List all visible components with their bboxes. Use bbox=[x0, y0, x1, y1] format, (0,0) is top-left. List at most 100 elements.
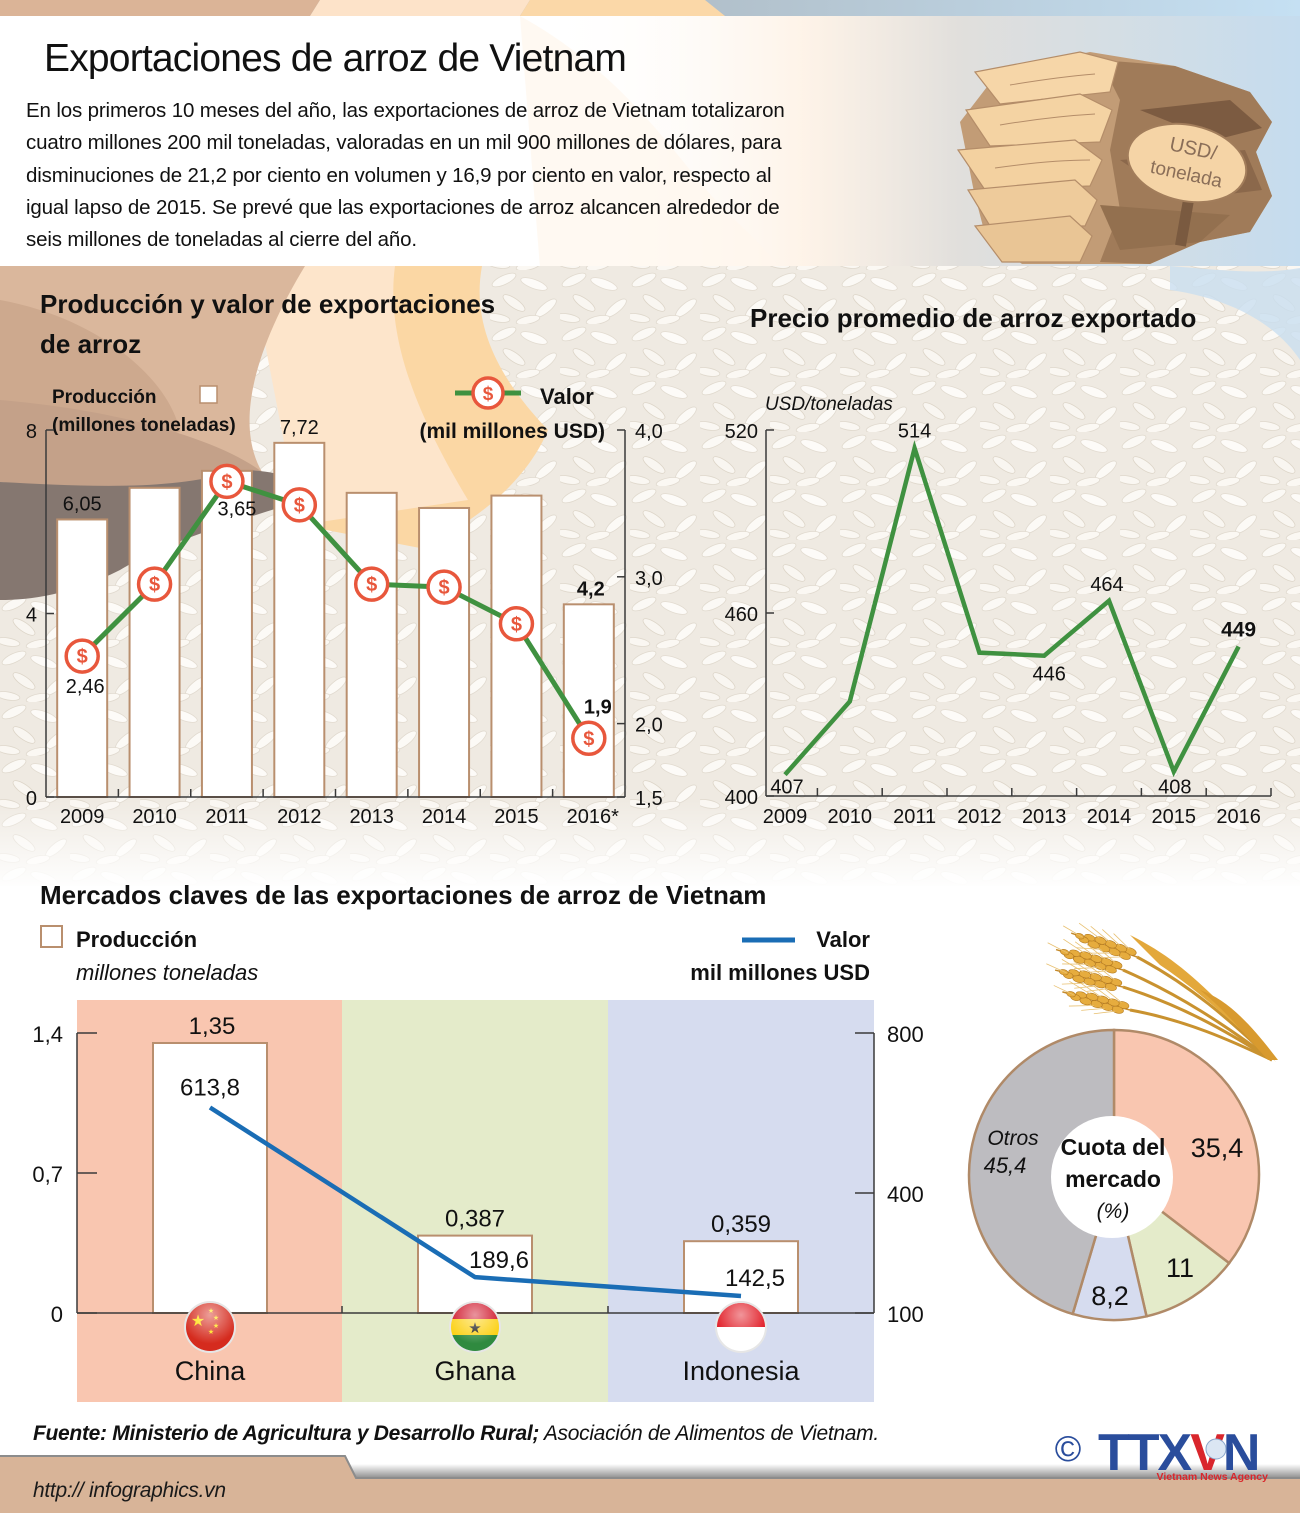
price-value-label: 408 bbox=[1158, 777, 1191, 799]
x-tick: 2014 bbox=[422, 806, 467, 828]
x-tick: 2010 bbox=[828, 806, 873, 828]
line-value-label: 3,65 bbox=[217, 498, 256, 520]
y-tick-right: 3,0 bbox=[635, 568, 663, 590]
svg-text:$: $ bbox=[439, 577, 450, 599]
legend-bar-label: Producción bbox=[76, 927, 197, 952]
price-value-label: 407 bbox=[770, 777, 803, 799]
x-tick: 2016 bbox=[1216, 806, 1261, 828]
intro-paragraph: En los primeros 10 meses del año, las ex… bbox=[26, 95, 785, 256]
y-tick-right: 100 bbox=[887, 1302, 924, 1327]
svg-text:$: $ bbox=[294, 495, 305, 517]
avg-price-chart: Precio promedio de arroz exportado USD/t… bbox=[725, 303, 1272, 828]
legend-bar-unit: millones toneladas bbox=[76, 960, 258, 985]
x-tick: 2009 bbox=[763, 806, 808, 828]
legend-line-label: Valor bbox=[816, 927, 870, 952]
copyright-icon: © bbox=[1055, 1428, 1082, 1469]
market-share-chart: 35,4 11 8,2 45,4 Cuota del mercado (%) Otro… bbox=[967, 1028, 1261, 1322]
slice-value-label: 35,4 bbox=[1191, 1133, 1244, 1163]
logo-text: TTXVN bbox=[1098, 1424, 1258, 1482]
y-tick-left: 0 bbox=[26, 788, 37, 810]
line-value-label: 1,9 bbox=[584, 696, 612, 718]
value-line bbox=[208, 1105, 742, 1299]
source-secondary: Asociación de Alimentos de Vietnam. bbox=[539, 1422, 879, 1445]
bar-value-label: 6,05 bbox=[63, 493, 102, 515]
y-tick-right: 2,0 bbox=[635, 715, 663, 737]
bar-2013 bbox=[345, 491, 398, 798]
y-tick-right: 4,0 bbox=[635, 421, 663, 443]
indonesia-flag-icon bbox=[715, 1301, 767, 1353]
line-value-label: 189,6 bbox=[469, 1247, 529, 1274]
bar-2014 bbox=[418, 506, 471, 798]
slice-value-label: 11 bbox=[1166, 1253, 1194, 1283]
key-markets-plot: 0 0,7 1,4 100 400 800 1,35 0,387 0,359 613,8 189,6… bbox=[32, 1013, 923, 1327]
legend-bar-swatch bbox=[199, 385, 218, 404]
axis-unit-label: USD/toneladas bbox=[765, 394, 893, 415]
x-tick: 2011 bbox=[893, 806, 936, 828]
x-tick: 2012 bbox=[277, 806, 322, 828]
y-tick-left: 8 bbox=[26, 421, 37, 443]
key-markets-chart: Mercados claves de las exportaciones de … bbox=[32, 880, 924, 1402]
price-value-label: 449 bbox=[1221, 619, 1256, 642]
chart-title: Mercados claves de las exportaciones de … bbox=[40, 880, 766, 910]
y-tick-left: 0 bbox=[51, 1302, 63, 1327]
svg-text:$: $ bbox=[221, 471, 232, 493]
market-share-donut: 35,4 11 8,2 45,4 bbox=[967, 1028, 1261, 1322]
line-value-label: 613,8 bbox=[180, 1074, 240, 1101]
dollar-marker-icon: $ bbox=[571, 720, 607, 757]
dollar-marker-icon: $ bbox=[64, 638, 100, 674]
page-title: Exportaciones de arroz de Vietnam bbox=[44, 37, 627, 80]
slice-value-label: 45,4 bbox=[984, 1153, 1027, 1178]
bar-value-label: 0,359 bbox=[711, 1211, 771, 1238]
legend: Producción (millones toneladas) $ Valor … bbox=[52, 376, 605, 443]
x-tick: 2011 bbox=[205, 806, 248, 828]
intro-line: igual lapso de 2015. Se prevé que las ex… bbox=[26, 195, 780, 219]
donut-center-unit: (%) bbox=[1097, 1200, 1130, 1223]
price-value-label: 446 bbox=[1033, 664, 1066, 686]
x-tick: 2015 bbox=[494, 806, 539, 828]
dollar-marker-icon: $ bbox=[209, 463, 245, 500]
website-link[interactable]: http:// infographics.vn bbox=[33, 1479, 226, 1502]
bar-2016* bbox=[562, 603, 615, 799]
price-value-label: 514 bbox=[898, 420, 931, 442]
rice-sack-icon: USD/ tonelada bbox=[956, 51, 1272, 264]
bar-2015 bbox=[490, 494, 543, 798]
bar-value-label: 7,72 bbox=[280, 417, 319, 439]
ttxvn-logo: © TTXVN Vietnam News Agency bbox=[1055, 1424, 1268, 1483]
donut-hole bbox=[1051, 1116, 1173, 1238]
dollar-marker-icon: $ bbox=[136, 566, 173, 602]
chart-title: de arroz bbox=[40, 329, 141, 359]
x-tick: 2016* bbox=[567, 806, 619, 828]
y-tick-right: 1,5 bbox=[635, 788, 663, 810]
country-label-indonesia: Indonesia bbox=[682, 1356, 800, 1386]
logo-subtitle: Vietnam News Agency bbox=[1157, 1471, 1269, 1483]
source-note: Fuente: Ministerio de Agricultura y Desa… bbox=[33, 1422, 879, 1446]
y-tick-right: 800 bbox=[887, 1022, 924, 1047]
donut-center-title: Cuota del bbox=[1061, 1134, 1166, 1160]
dollar-marker-icon: $ bbox=[498, 606, 535, 642]
legend-line-label: Valor bbox=[540, 384, 594, 409]
dollar-marker-icon: $ bbox=[353, 566, 390, 602]
country-label-ghana: Ghana bbox=[434, 1356, 516, 1386]
y-tick-left: 0,7 bbox=[32, 1162, 63, 1187]
intro-line: cuatro millones 200 mil toneladas, valor… bbox=[26, 131, 782, 155]
x-tick: 2009 bbox=[60, 806, 105, 828]
intro-line: En los primeros 10 meses del año, las ex… bbox=[26, 99, 785, 122]
x-tick: 2013 bbox=[1022, 806, 1067, 828]
avg-price-plot: 400 460 520 2009 2010 2011 2012 2013 2014 2015 201… bbox=[725, 420, 1272, 828]
y-tick-left: 1,4 bbox=[32, 1022, 63, 1047]
country-label-china: China bbox=[175, 1356, 247, 1386]
others-label: Otros bbox=[987, 1127, 1039, 1150]
bar-value-label: 0,387 bbox=[445, 1206, 505, 1233]
legend-bar-label: Producción bbox=[52, 387, 157, 408]
legend-line-unit: (mil millones USD) bbox=[419, 420, 605, 443]
x-tick: 2013 bbox=[349, 806, 394, 828]
chart-title: Producción y valor de exportaciones bbox=[40, 289, 495, 319]
slice-china bbox=[1112, 1028, 1261, 1265]
production-value-plot: 0 4 8 1,5 2,0 3,0 4,0 2009 2010 2011 2012 2013 2014 2… bbox=[26, 417, 663, 828]
line-value-label: 142,5 bbox=[725, 1265, 785, 1292]
svg-text:$: $ bbox=[583, 728, 594, 750]
x-tick: 2010 bbox=[132, 806, 177, 828]
